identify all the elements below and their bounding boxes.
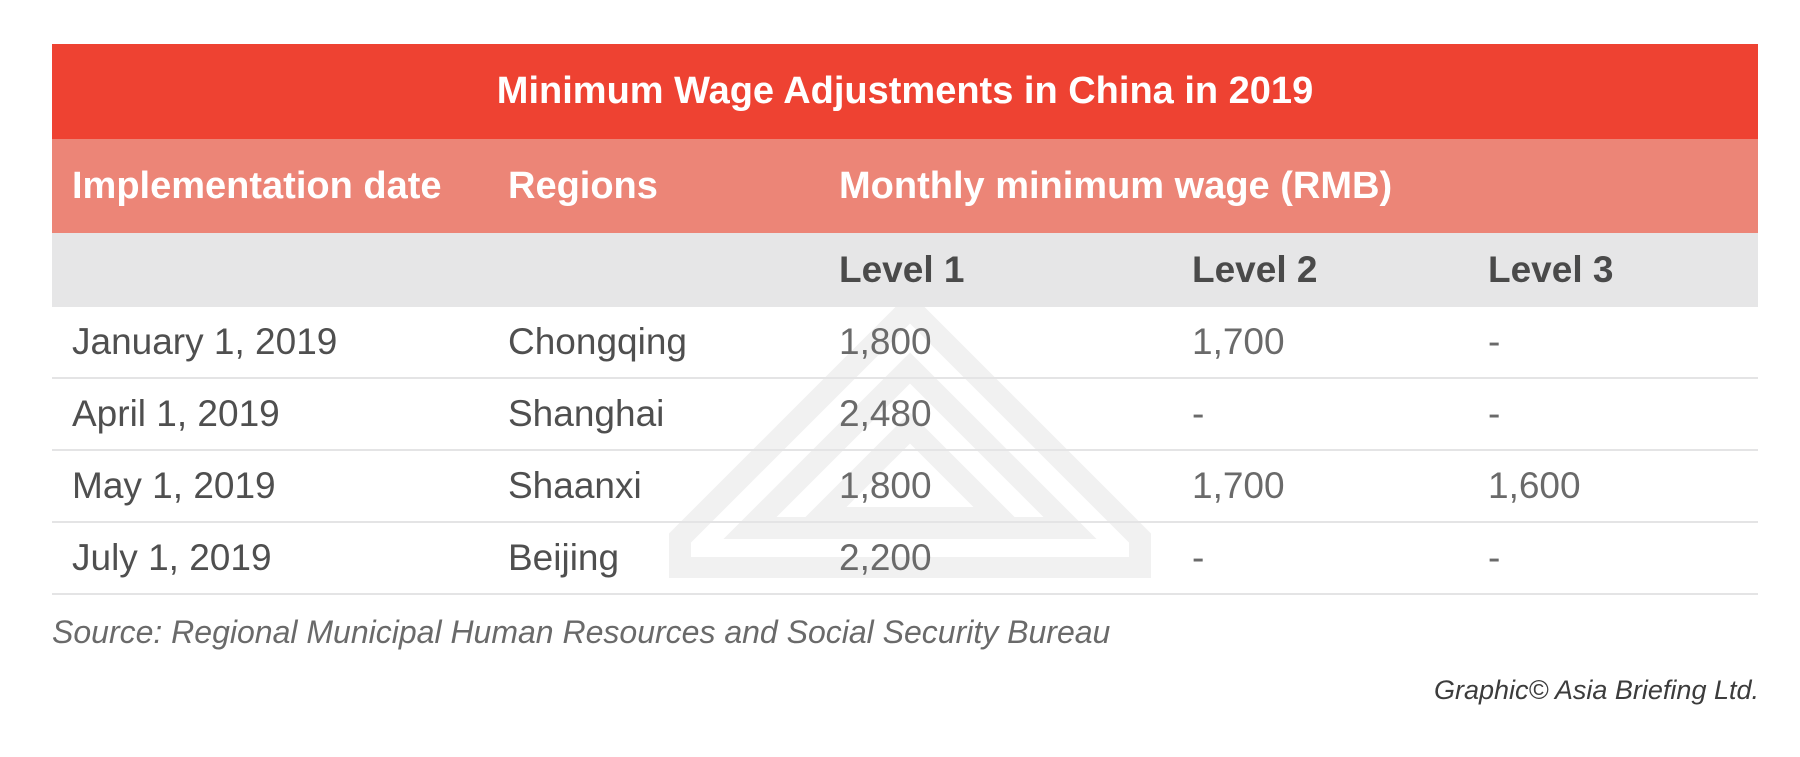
cell-level-2: 1,700 bbox=[1192, 321, 1285, 362]
table-title: Minimum Wage Adjustments in China in 201… bbox=[52, 44, 1758, 139]
cell-level-2: - bbox=[1192, 393, 1205, 434]
cell-level-1: 2,480 bbox=[839, 393, 932, 434]
header-regions: Regions bbox=[508, 164, 658, 207]
cell-region: Chongqing bbox=[508, 321, 687, 362]
level-header-row: Level 1 Level 2 Level 3 bbox=[52, 233, 1758, 307]
wage-table: Minimum Wage Adjustments in China in 201… bbox=[52, 44, 1758, 595]
cell-date: April 1, 2019 bbox=[72, 393, 280, 434]
cell-level-1: 1,800 bbox=[839, 321, 932, 362]
cell-level-3: - bbox=[1488, 321, 1501, 362]
cell-region: Shaanxi bbox=[508, 465, 642, 506]
header-level-2: Level 2 bbox=[1192, 249, 1318, 290]
source-note: Source: Regional Municipal Human Resourc… bbox=[52, 614, 1111, 650]
cell-level-1: 1,800 bbox=[839, 465, 932, 506]
cell-date: May 1, 2019 bbox=[72, 465, 276, 506]
cell-level-3: 1,600 bbox=[1488, 465, 1581, 506]
header-monthly-wage: Monthly minimum wage (RMB) bbox=[839, 164, 1393, 207]
header-implementation-date: Implementation date bbox=[72, 164, 442, 207]
table-row: January 1, 2019 Chongqing 1,800 1,700 - bbox=[52, 307, 1758, 379]
table-row: May 1, 2019 Shaanxi 1,800 1,700 1,600 bbox=[52, 451, 1758, 523]
table-row: April 1, 2019 Shanghai 2,480 - - bbox=[52, 379, 1758, 451]
cell-date: July 1, 2019 bbox=[72, 537, 272, 578]
header-level-1: Level 1 bbox=[839, 249, 965, 290]
cell-region: Beijing bbox=[508, 537, 620, 578]
cell-date: January 1, 2019 bbox=[72, 321, 338, 362]
cell-level-3: - bbox=[1488, 393, 1501, 434]
header-row: Implementation date Regions Monthly mini… bbox=[52, 139, 1758, 233]
cell-level-2: 1,700 bbox=[1192, 465, 1285, 506]
cell-level-3: - bbox=[1488, 537, 1501, 578]
graphic-credit: Graphic© Asia Briefing Ltd. bbox=[1433, 675, 1759, 705]
cell-level-2: - bbox=[1192, 537, 1205, 578]
cell-level-1: 2,200 bbox=[839, 537, 932, 578]
header-level-3: Level 3 bbox=[1488, 249, 1614, 290]
table-row: July 1, 2019 Beijing 2,200 - - bbox=[52, 523, 1758, 595]
cell-region: Shanghai bbox=[508, 393, 665, 434]
